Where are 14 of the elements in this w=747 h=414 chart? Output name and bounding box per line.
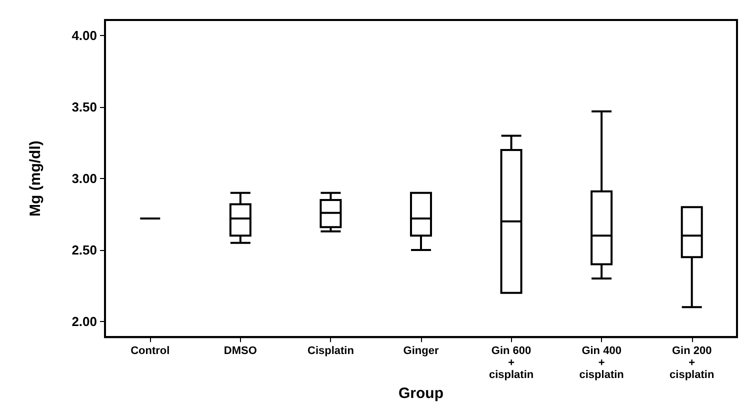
y-tick-label: 3.00 xyxy=(72,171,97,186)
x-axis-title: Group xyxy=(398,385,444,402)
x-tick-label: Gin 400 + cisplatin xyxy=(579,345,624,382)
x-tick-label: Gin 200 + cisplatin xyxy=(670,345,714,382)
y-tick-label: 4.00 xyxy=(72,28,97,44)
x-tick-label: Cisplatin xyxy=(307,345,354,358)
x-tick-label: Gin 600 + cisplatin xyxy=(488,345,534,382)
y-axis-title: Mg (mg/dl) xyxy=(27,140,44,216)
x-tick-label: Ginger xyxy=(403,345,440,358)
y-tick-label: 2.00 xyxy=(72,314,97,329)
x-tick-label: Control xyxy=(130,345,170,358)
y-tick-label: 3.50 xyxy=(72,100,97,115)
y-tick-label: 2.50 xyxy=(72,242,97,258)
x-tick-label: DMSO xyxy=(224,345,258,358)
